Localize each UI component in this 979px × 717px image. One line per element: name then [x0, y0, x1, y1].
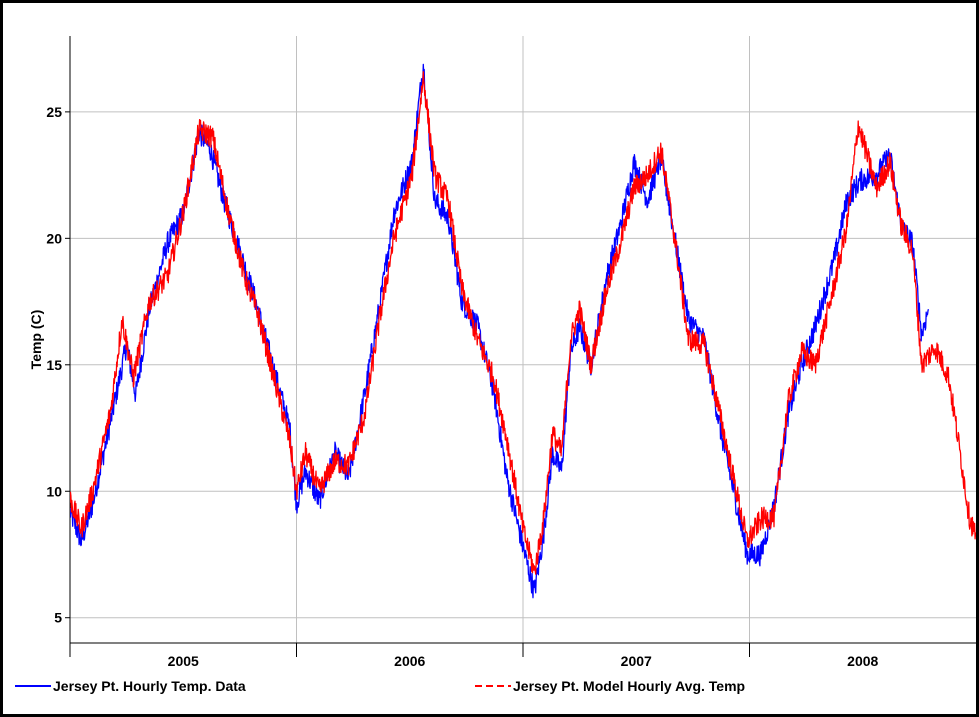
- y-tick-label: 5: [54, 610, 62, 626]
- series-line-model: [70, 71, 976, 575]
- x-tick-label: 2005: [168, 653, 199, 669]
- y-axis-title: Temp (C): [28, 310, 44, 370]
- x-tick-label: 2006: [394, 653, 425, 669]
- temperature-chart: 5 10 15 20 25 2005 2006 2007 2008 Temp (C) Jersey …: [15, 36, 976, 694]
- legend-label-model: Jersey Pt. Model Hourly Avg. Temp: [513, 678, 745, 694]
- y-tick-label: 25: [46, 104, 62, 120]
- x-tick-label: 2008: [847, 653, 878, 669]
- legend-label-observed: Jersey Pt. Hourly Temp. Data: [53, 678, 246, 694]
- x-tick-label: 2007: [621, 653, 652, 669]
- y-tick-label: 20: [46, 230, 62, 246]
- series-line-observed: [70, 63, 930, 599]
- y-tick-label: 15: [46, 357, 62, 373]
- y-tick-label: 10: [46, 483, 62, 499]
